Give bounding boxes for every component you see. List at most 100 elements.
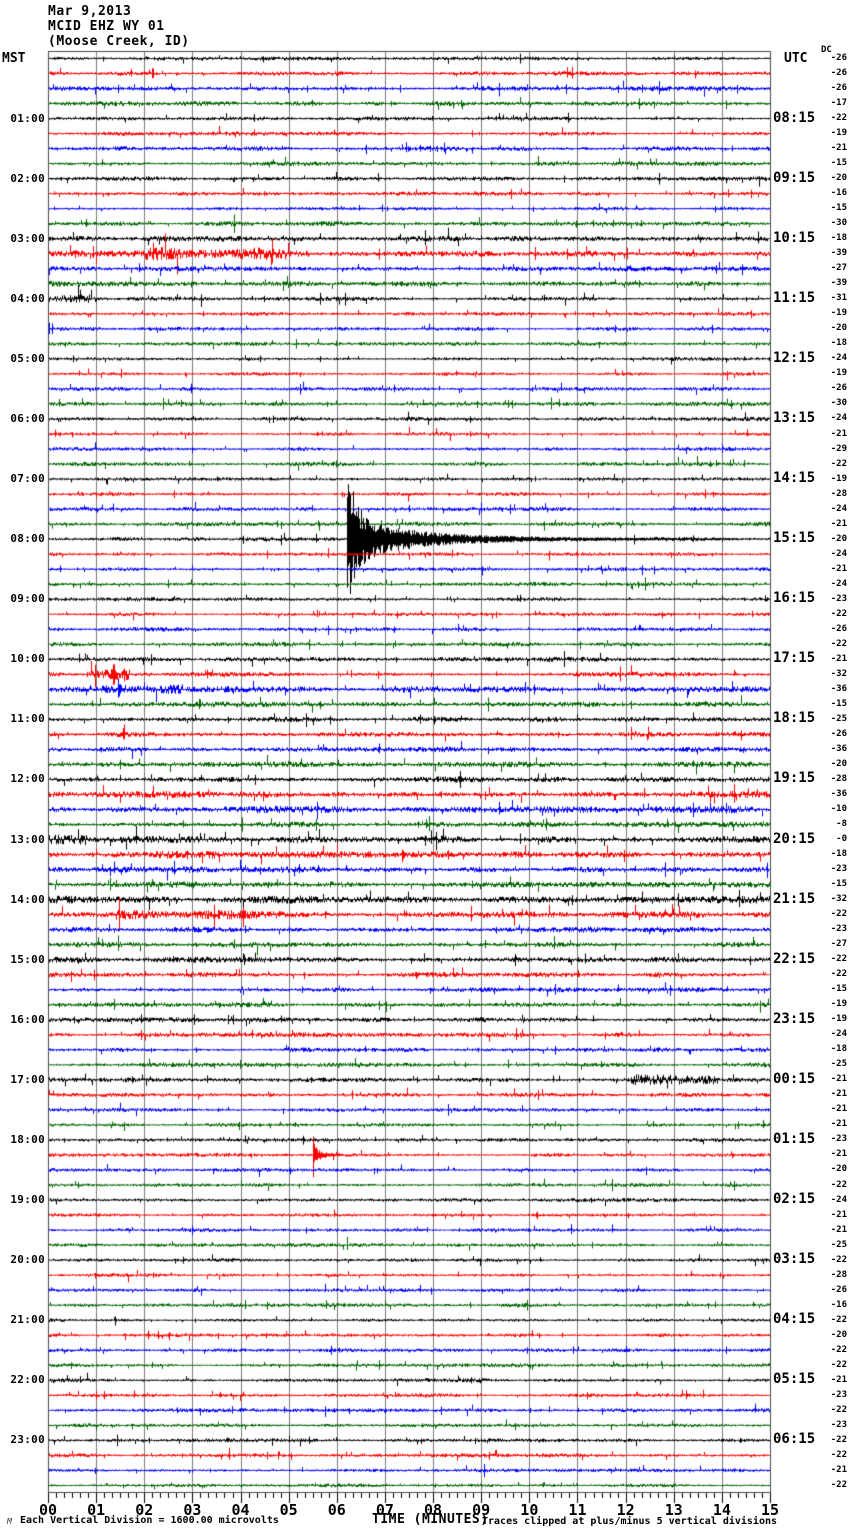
dc-offset-value: -31: [830, 293, 847, 304]
utc-hour-label: 05:15: [773, 1371, 816, 1388]
dc-offset-value: -19: [830, 308, 847, 319]
dc-offset-value: -21: [830, 1224, 847, 1235]
x-axis-tick-label: 13: [664, 1501, 683, 1519]
x-axis-tick-label: 14: [712, 1501, 731, 1519]
dc-offset-value: -21: [830, 1209, 847, 1220]
x-axis-tick-label: 05: [279, 1501, 298, 1519]
utc-hour-label: 21:15: [773, 890, 816, 907]
dc-offset-value: -21: [830, 1104, 847, 1115]
x-axis-tick-label: 08: [424, 1501, 443, 1519]
mst-hour-label: 16:00: [10, 1012, 45, 1026]
mst-hour-label: 15:00: [10, 952, 45, 966]
dc-offset-value: -21: [830, 428, 847, 439]
utc-hour-label: 02:15: [773, 1191, 816, 1208]
utc-hour-label: 15:15: [773, 530, 816, 547]
x-axis-tick-label: 01: [87, 1501, 106, 1519]
dc-offset-value: -23: [830, 1389, 847, 1400]
dc-offset-value: -24: [830, 1029, 847, 1040]
dc-offset-value: -27: [830, 263, 847, 274]
dc-offset-value: -21: [830, 518, 847, 529]
dc-offset-value: -24: [830, 413, 847, 424]
dc-offset-value: -36: [830, 788, 847, 799]
mst-hour-label: 05:00: [10, 351, 45, 365]
utc-hour-label: 18:15: [773, 710, 816, 727]
dc-column-title: DC: [821, 45, 832, 55]
clipping-note: Traces clipped at plus/minus 5 vertical …: [482, 1516, 778, 1527]
mst-hour-label: 04:00: [10, 291, 45, 305]
dc-offset-value: -24: [830, 1194, 847, 1205]
dc-offset-value: -15: [830, 203, 847, 214]
header-date: Mar 9,2013: [48, 4, 132, 19]
dc-offset-value: -23: [830, 1134, 847, 1145]
dc-offset-value: -19: [830, 473, 847, 484]
dc-offset-value: -23: [830, 864, 847, 875]
left-axis-title-mst: MST: [2, 51, 26, 66]
dc-offset-value: -22: [830, 909, 847, 920]
dc-offset-value: -20: [830, 758, 847, 769]
dc-offset-value: -27: [830, 939, 847, 950]
mst-hour-label: 01:00: [10, 111, 45, 125]
x-axis-tick-label: 06: [327, 1501, 346, 1519]
mst-hour-label: 08:00: [10, 532, 45, 546]
x-axis-tick-label: 09: [472, 1501, 491, 1519]
dc-offset-value: -26: [830, 53, 847, 63]
header-station-name: (Moose Creek, ID): [48, 34, 190, 49]
dc-offset-value: -22: [830, 954, 847, 965]
mst-hour-label: 22:00: [10, 1373, 45, 1387]
dc-offset-value: -19: [830, 368, 847, 379]
dc-offset-value: -21: [830, 563, 847, 574]
dc-offset-value: -8: [836, 819, 847, 830]
dc-offset-value: -22: [830, 638, 847, 649]
dc-offset-value: -25: [830, 713, 847, 724]
dc-offset-value: -21: [830, 1149, 847, 1160]
mst-hour-label: 10:00: [10, 652, 45, 666]
dc-offset-value: -15: [830, 698, 847, 709]
mst-hour-label: 18:00: [10, 1132, 45, 1146]
dc-offset-value: -36: [830, 683, 847, 694]
dc-offset-value: -18: [830, 233, 847, 244]
corner-watermark: M: [7, 1517, 12, 1526]
dc-offset-value: -26: [830, 1284, 847, 1295]
utc-hour-label: 14:15: [773, 470, 816, 487]
dc-offset-value: -20: [830, 173, 847, 184]
dc-offset-value: -20: [830, 323, 847, 334]
utc-hour-label: 17:15: [773, 650, 816, 667]
dc-offset-value: -26: [830, 623, 847, 634]
dc-offset-value: -29: [830, 443, 847, 454]
dc-offset-value: -26: [830, 68, 847, 79]
utc-hour-label: 13:15: [773, 409, 816, 426]
dc-offset-value: -21: [830, 143, 847, 154]
dc-offset-value: -20: [830, 1164, 847, 1175]
dc-offset-value: -26: [830, 83, 847, 94]
dc-offset-value: -17: [830, 98, 847, 109]
dc-offset-value: -22: [830, 1314, 847, 1325]
dc-offset-value: -39: [830, 278, 847, 289]
mst-hour-label: 19:00: [10, 1193, 45, 1207]
mst-hour-label: 02:00: [10, 171, 45, 185]
utc-hour-label: 10:15: [773, 229, 816, 246]
dc-offset-value: -21: [830, 1374, 847, 1385]
mst-hour-label: 03:00: [10, 231, 45, 245]
dc-offset-value: -16: [830, 188, 847, 199]
utc-hour-label: 19:15: [773, 770, 816, 787]
mst-hour-label: 06:00: [10, 411, 45, 425]
dc-offset-value: -32: [830, 894, 847, 905]
utc-hour-label: 08:15: [773, 109, 816, 126]
mst-hour-label: 07:00: [10, 472, 45, 486]
utc-hour-label: 04:15: [773, 1311, 816, 1328]
dc-offset-value: -21: [830, 1089, 847, 1100]
dc-offset-value: -23: [830, 593, 847, 604]
dc-offset-value: -32: [830, 668, 847, 679]
mst-hour-label: 12:00: [10, 772, 45, 786]
dc-offset-value: -22: [830, 113, 847, 124]
utc-hour-label: 23:15: [773, 1010, 816, 1027]
dc-offset-value: -22: [830, 1449, 847, 1460]
x-axis-tick-label: 15: [760, 1501, 780, 1519]
right-axis-title-utc: UTC: [784, 51, 808, 66]
dc-offset-value: -0: [836, 834, 847, 845]
dc-offset-value: -21: [830, 1074, 847, 1085]
dc-offset-value: -22: [830, 1359, 847, 1370]
dc-offset-value: -19: [830, 999, 847, 1010]
dc-offset-value: -25: [830, 1239, 847, 1250]
